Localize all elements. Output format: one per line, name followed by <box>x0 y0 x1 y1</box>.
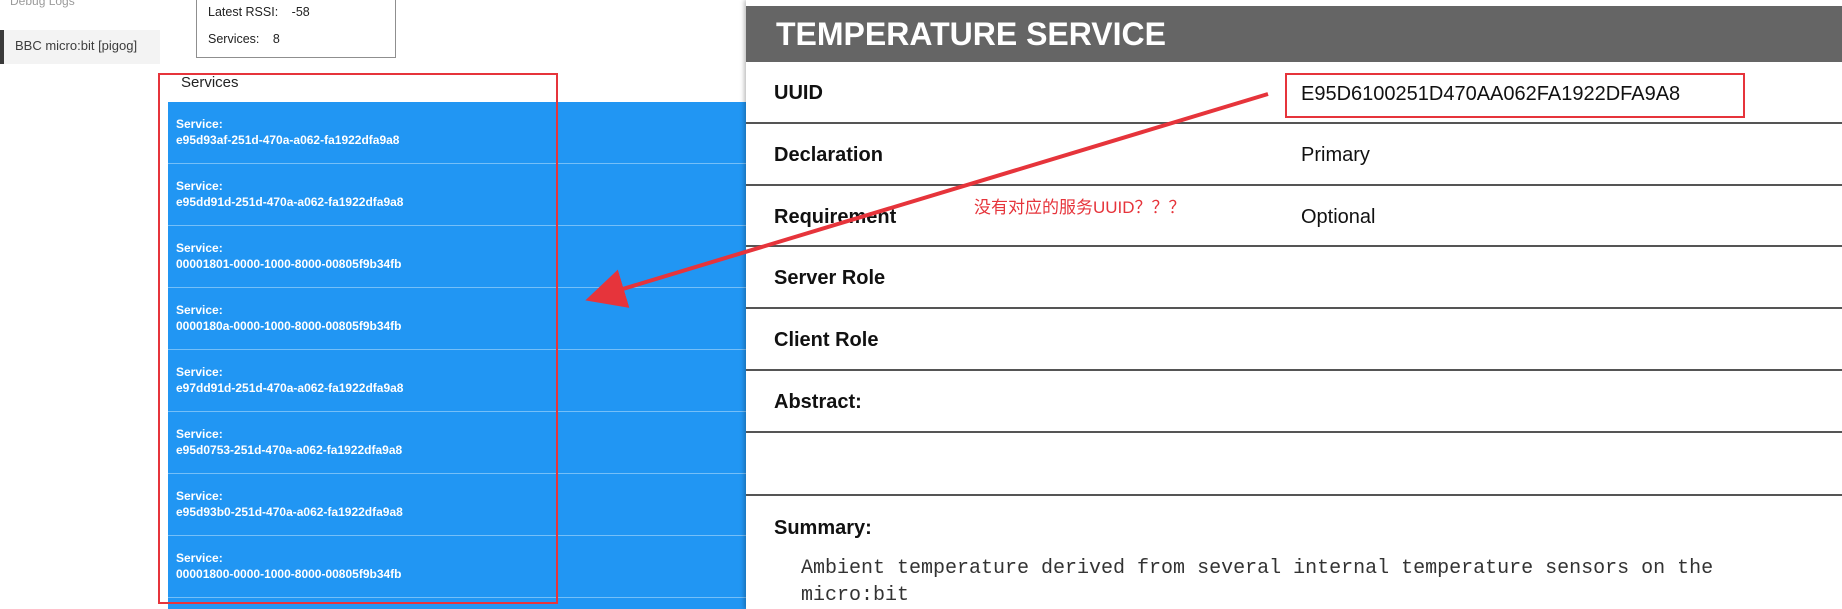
server-role-label: Server Role <box>774 267 886 289</box>
service-item[interactable]: Service: e95d93af-251d-470a-a062-fa1922d… <box>168 102 748 164</box>
services-count-row: Services: 8 <box>208 32 280 46</box>
service-item-label: Service: <box>176 117 223 131</box>
service-item-uuid: 00001801-0000-1000-8000-00805f9b34fb <box>176 257 402 271</box>
services-list: Service: e95d93af-251d-470a-a062-fa1922d… <box>168 102 748 609</box>
declaration-row: Declaration Primary <box>746 124 1842 186</box>
annotation-note: 没有对应的服务UUID？？？ <box>974 198 1186 217</box>
services-count-value: 8 <box>272 32 280 46</box>
client-role-label: Client Role <box>774 329 879 351</box>
doc-title: TEMPERATURE SERVICE <box>776 16 1166 52</box>
service-item-uuid: e95d93af-251d-470a-a062-fa1922dfa9a8 <box>176 133 400 147</box>
rssi-value: -58 <box>291 5 310 19</box>
service-spec-document: TEMPERATURE SERVICE UUID E95D6100251D470… <box>746 0 1842 609</box>
declaration-value: Primary <box>1301 144 1370 166</box>
sidebar: Debug Logs BBC micro:bit [pigog] <box>0 0 160 609</box>
service-item[interactable]: Service: e95d0753-251d-470a-a062-fa1922d… <box>168 412 748 474</box>
service-item-label: Service: <box>176 427 223 441</box>
service-item-label: Service: <box>176 365 223 379</box>
service-item-uuid: 00001800-0000-1000-8000-00805f9b34fb <box>176 567 402 581</box>
abstract-row: Abstract: <box>746 371 1842 433</box>
rssi-label: Latest RSSI: <box>208 5 279 19</box>
services-count-label: Services: <box>208 32 260 46</box>
service-item[interactable]: Service: e95d93b0-251d-470a-a062-fa1922d… <box>168 474 748 536</box>
abstract-label: Abstract: <box>774 391 862 413</box>
summary-label: Summary: <box>774 517 872 539</box>
server-role-row: Server Role <box>746 247 1842 309</box>
summary-row: Summary: <box>746 496 1842 609</box>
declaration-label: Declaration <box>774 144 883 166</box>
nav-item-debug-logs[interactable]: Debug Logs <box>10 0 75 8</box>
service-item[interactable]: Service: 00001801-0000-1000-8000-00805f9… <box>168 226 748 288</box>
service-item[interactable]: Service: 00001800-0000-1000-8000-00805f9… <box>168 536 748 598</box>
service-item[interactable]: Service: e95dd91d-251d-470a-a062-fa1922d… <box>168 164 748 226</box>
services-heading: Services <box>181 74 239 91</box>
service-item-uuid: e97dd91d-251d-470a-a062-fa1922dfa9a8 <box>176 381 404 395</box>
client-role-row: Client Role <box>746 309 1842 371</box>
nav-item-device[interactable]: BBC micro:bit [pigog] <box>0 30 160 64</box>
service-item-uuid: e95d93b0-251d-470a-a062-fa1922dfa9a8 <box>176 505 403 519</box>
service-item-label: Service: <box>176 303 223 317</box>
uuid-label: UUID <box>774 82 823 104</box>
service-item-uuid: e95dd91d-251d-470a-a062-fa1922dfa9a8 <box>176 195 404 209</box>
annotation-uuid-highlight: E95D6100251D470AA062FA1922DFA9A8 <box>1285 73 1745 118</box>
rssi-row: Latest RSSI: -58 <box>208 5 310 19</box>
service-item[interactable]: Service: 0000180a-0000-1000-8000-00805f9… <box>168 288 748 350</box>
requirement-label: Requirement <box>774 206 897 228</box>
device-info-box: Latest RSSI: -58 Services: 8 <box>196 0 396 58</box>
doc-header: TEMPERATURE SERVICE <box>746 0 1842 62</box>
service-item[interactable]: Service: e97dd91d-251d-470a-a062-fa1922d… <box>168 350 748 412</box>
service-item-label: Service: <box>176 179 223 193</box>
service-item-label: Service: <box>176 489 223 503</box>
requirement-row: Requirement Optional <box>746 186 1842 247</box>
service-item-uuid: e95d0753-251d-470a-a062-fa1922dfa9a8 <box>176 443 403 457</box>
service-item-label: Service: <box>176 551 223 565</box>
service-item-uuid: 0000180a-0000-1000-8000-00805f9b34fb <box>176 319 402 333</box>
summary-text: Ambient temperature derived from several… <box>801 557 1714 607</box>
abstract-body-row <box>746 433 1842 496</box>
service-item-label: Service: <box>176 241 223 255</box>
requirement-value: Optional <box>1301 206 1376 228</box>
uuid-value: E95D6100251D470AA062FA1922DFA9A8 <box>1301 83 1681 105</box>
nav-item-device-label: BBC micro:bit [pigog] <box>15 38 138 53</box>
